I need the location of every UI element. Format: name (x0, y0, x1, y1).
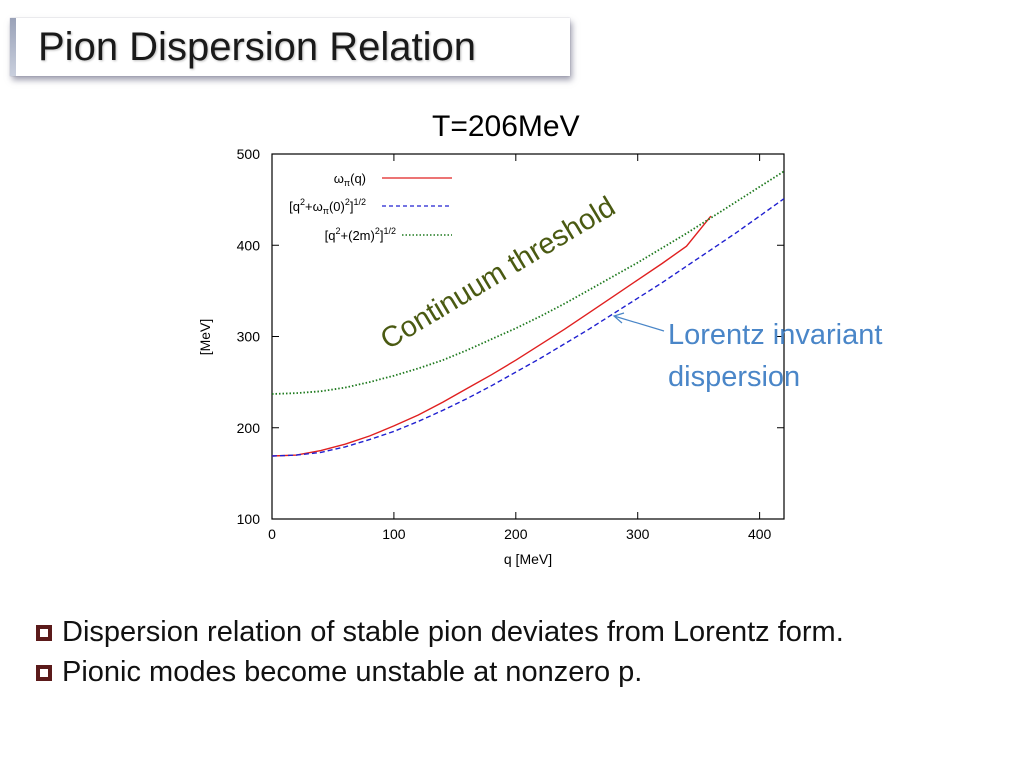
bullet-list: Dispersion relation of stable pion devia… (36, 612, 844, 692)
bullet-text: Dispersion relation of stable pion devia… (62, 615, 844, 648)
x-tick-label: 300 (626, 526, 650, 542)
bullet-item: Pionic modes become unstable at nonzero … (36, 652, 844, 692)
y-axis-label: [MeV] (197, 319, 213, 356)
y-tick-label: 500 (237, 146, 261, 162)
y-tick-label: 100 (237, 511, 261, 527)
x-tick-label: 200 (504, 526, 528, 542)
lorentz-annotation-line1: Lorentz invariant (668, 319, 882, 351)
bullet-item: Dispersion relation of stable pion devia… (36, 612, 844, 652)
axis-ticks: 0 100 200 300 400 100 200 300 400 500 (237, 146, 784, 542)
bullet-square-icon (36, 665, 52, 681)
x-axis-label: q [MeV] (504, 551, 552, 567)
series-line-2 (271, 198, 785, 457)
chart-subtitle: T=206MeV (432, 110, 580, 143)
x-tick-label: 100 (382, 526, 406, 542)
series-line-1 (271, 215, 712, 457)
title-box: Pion Dispersion Relation (10, 18, 570, 76)
x-tick-label: 0 (268, 526, 276, 542)
bullet-square-icon (36, 625, 52, 641)
lorentz-annotation-line2: dispersion (668, 361, 800, 393)
legend-label-omega: ωπ(q) (334, 171, 366, 188)
legend-label-lorentz: [q2+ωπ(0)2]1/2 (289, 197, 366, 216)
title-accent-bar (10, 18, 16, 76)
legend-label-continuum: [q2+(2m)2]1/2 (325, 226, 396, 243)
bullet-text: Pionic modes become unstable at nonzero … (62, 655, 643, 688)
continuum-threshold-annotation: Continuum threshold (375, 191, 621, 356)
y-tick-label: 400 (237, 237, 261, 253)
y-tick-label: 200 (237, 420, 261, 436)
legend: ωπ(q) [q2+ωπ(0)2]1/2 [q2+(2m)2]1/2 (289, 171, 452, 243)
x-tick-label: 400 (748, 526, 772, 542)
series-group (271, 170, 785, 457)
dispersion-chart: 0 100 200 300 400 100 200 300 400 500 ωπ(q) [q2+ω… (197, 146, 882, 567)
y-tick-label: 300 (237, 329, 261, 345)
slide-title: Pion Dispersion Relation (38, 25, 477, 69)
lorentz-arrow (612, 312, 665, 332)
